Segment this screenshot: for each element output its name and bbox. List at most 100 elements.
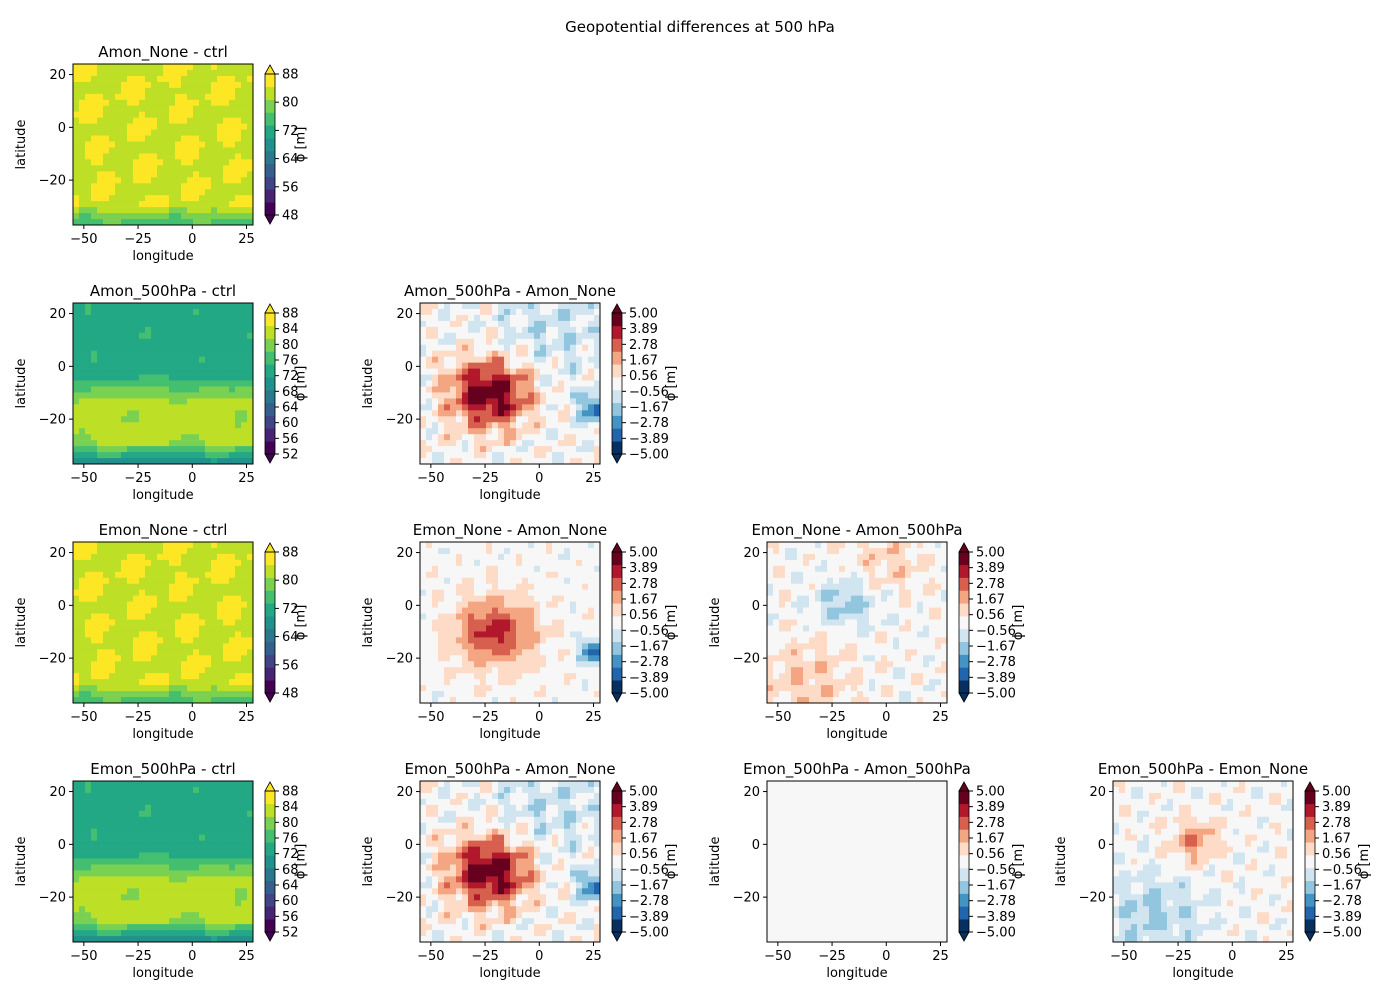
- heatmap-cell: [139, 643, 146, 650]
- heatmap-cell: [235, 326, 242, 334]
- heatmap-cell: [139, 458, 146, 465]
- heatmap-cell: [803, 547, 810, 555]
- heatmap-cell: [199, 667, 206, 674]
- heatmap-cell: [85, 159, 92, 166]
- heatmap-cell: [887, 643, 894, 650]
- x-axis-label: longitude: [132, 249, 193, 264]
- heatmap-cell: [169, 547, 176, 555]
- heatmap-cell: [127, 111, 134, 118]
- heatmap-cell: [426, 303, 433, 310]
- heatmap-cell: [229, 547, 236, 555]
- heatmap-cell: [588, 661, 595, 668]
- heatmap-cell: [211, 547, 218, 555]
- heatmap-cell: [127, 99, 134, 107]
- heatmap-cell: [91, 314, 98, 322]
- heatmap-cell: [594, 583, 601, 590]
- heatmap-cell: [803, 542, 810, 549]
- heatmap-cell: [522, 589, 529, 596]
- heatmap-cell: [127, 631, 134, 638]
- heatmap-cell: [151, 625, 158, 632]
- heatmap-cell: [450, 458, 457, 465]
- heatmap-cell: [845, 655, 852, 662]
- heatmap-cell: [247, 201, 254, 208]
- heatmap-cell: [815, 673, 822, 680]
- heatmap-cell: [79, 667, 86, 674]
- heatmap-cell: [893, 649, 900, 656]
- heatmap-cell: [791, 583, 798, 590]
- heatmap-cell: [127, 679, 134, 686]
- heatmap-cell: [121, 153, 128, 160]
- heatmap-cell: [73, 547, 80, 555]
- heatmap-cell: [241, 75, 248, 83]
- heatmap-cell: [205, 69, 212, 77]
- heatmap-cell: [552, 679, 559, 686]
- heatmap-cell: [175, 643, 182, 650]
- heatmap-cell: [235, 601, 242, 608]
- heatmap-cell: [85, 577, 92, 585]
- heatmap-cell: [223, 356, 230, 363]
- heatmap-cell: [133, 422, 140, 429]
- heatmap-cell: [205, 99, 212, 107]
- heatmap-cell: [133, 201, 140, 208]
- heatmap-cell: [893, 547, 900, 555]
- heatmap-cell: [534, 416, 541, 423]
- heatmap-cell: [115, 213, 122, 220]
- heatmap-cell: [821, 619, 828, 626]
- heatmap-cell: [103, 637, 110, 644]
- heatmap-cell: [486, 673, 493, 680]
- heatmap-cell: [875, 625, 882, 632]
- heatmap-cell: [929, 571, 936, 579]
- heatmap-cell: [163, 631, 170, 638]
- heatmap-cell: [103, 386, 110, 393]
- heatmap-cell: [564, 559, 571, 567]
- heatmap-cell: [109, 428, 116, 435]
- heatmap-cell: [145, 619, 152, 626]
- heatmap-cell: [570, 625, 577, 632]
- heatmap-cell: [809, 559, 816, 567]
- heatmap-cell: [492, 601, 499, 608]
- heatmap-cell: [420, 303, 427, 310]
- heatmap-cell: [558, 356, 565, 363]
- heatmap-cell: [169, 111, 176, 118]
- heatmap-cell: [779, 589, 786, 596]
- heatmap-cell: [211, 159, 218, 166]
- heatmap-cell: [103, 219, 110, 226]
- heatmap-cell: [169, 99, 176, 107]
- heatmap-cell: [779, 643, 786, 650]
- heatmap-cell: [139, 165, 146, 172]
- heatmap-cell: [797, 661, 804, 668]
- heatmap-cell: [468, 649, 475, 656]
- heatmap-cell: [474, 542, 481, 549]
- heatmap-cell: [893, 631, 900, 638]
- heatmap-cell: [438, 655, 445, 662]
- heatmap-cell: [504, 673, 511, 680]
- heatmap-cell: [911, 553, 918, 561]
- heatmap-cell: [534, 350, 541, 357]
- heatmap-cell: [103, 398, 110, 405]
- heatmap-cell: [486, 649, 493, 656]
- heatmap-cell: [85, 177, 92, 184]
- heatmap-cell: [223, 404, 230, 411]
- heatmap-cell: [528, 685, 535, 692]
- heatmap-cell: [121, 547, 128, 555]
- heatmap-cell: [187, 320, 194, 328]
- heatmap-cell: [869, 571, 876, 579]
- heatmap-cell: [79, 697, 86, 704]
- heatmap-cell: [863, 559, 870, 567]
- x-tick-label: −25: [124, 471, 151, 486]
- heatmap-cell: [588, 601, 595, 608]
- heatmap-cell: [247, 398, 254, 405]
- heatmap-cell: [546, 637, 553, 644]
- heatmap-cell: [103, 434, 110, 441]
- heatmap-cell: [205, 141, 212, 148]
- heatmap-cell: [522, 374, 529, 381]
- heatmap-cell: [157, 326, 164, 334]
- heatmap-cell: [582, 625, 589, 632]
- heatmap-cell: [205, 601, 212, 608]
- heatmap-cell: [462, 374, 469, 381]
- heatmap-cell: [139, 105, 146, 112]
- heatmap-cell: [115, 219, 122, 226]
- heatmap-cell: [444, 679, 451, 686]
- heatmap-cell: [169, 374, 176, 381]
